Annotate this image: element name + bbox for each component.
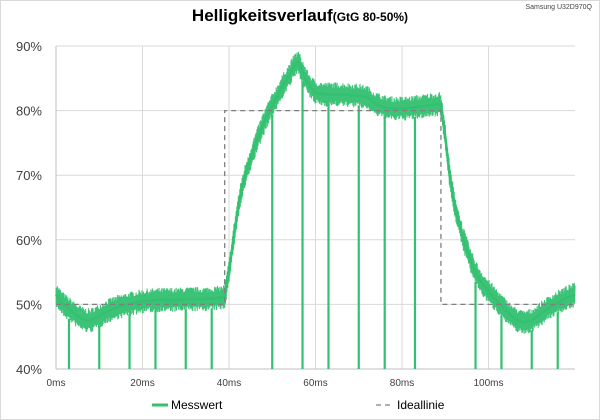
- y-tick-label: 50%: [16, 297, 42, 312]
- chart-title: Helligkeitsverlauf(GtG 80-50%): [0, 6, 600, 26]
- x-tick-label: 60ms: [303, 378, 327, 389]
- y-tick-label: 70%: [16, 168, 42, 183]
- y-tick-label: 90%: [16, 39, 42, 54]
- y-tick-label: 40%: [16, 362, 42, 377]
- x-tick-label: 0ms: [47, 378, 66, 389]
- legend-label-messwert: Messwert: [171, 398, 223, 412]
- x-tick-label: 40ms: [217, 378, 241, 389]
- series-ideallinie-line: [56, 109, 575, 306]
- chart-title-main: Helligkeitsverlauf: [191, 6, 333, 25]
- y-tick-label: 60%: [16, 233, 42, 248]
- device-label: Samsung U32D970Q: [525, 4, 592, 11]
- series-messwert-noise: [55, 51, 576, 334]
- x-tick-label: 20ms: [130, 378, 154, 389]
- legend-label-ideallinie: Ideallinie: [397, 398, 445, 412]
- x-tick-label: 100ms: [473, 378, 503, 389]
- x-tick-label: 80ms: [390, 378, 414, 389]
- chart-subtitle: (GtG 80-50%): [332, 10, 409, 24]
- series-messwert-line: [54, 59, 576, 324]
- y-tick-label: 80%: [16, 104, 42, 119]
